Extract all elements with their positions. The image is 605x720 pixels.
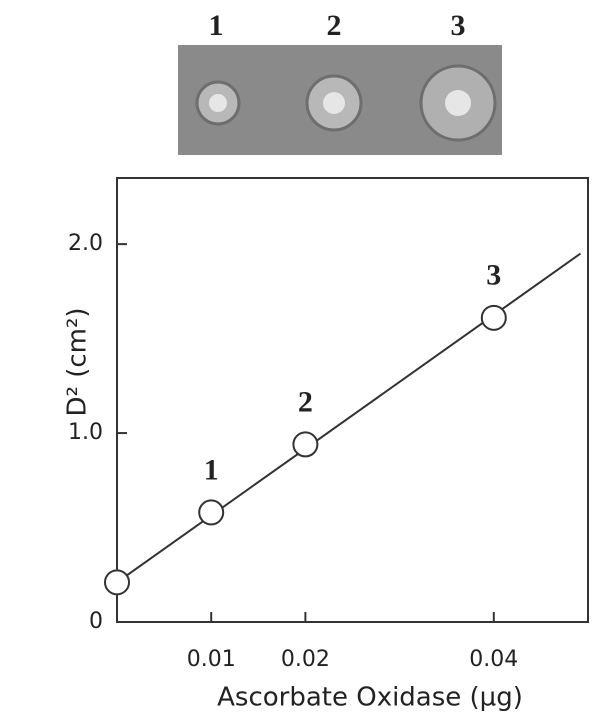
spot-center — [445, 90, 471, 116]
point — [482, 306, 506, 330]
x-tick-label: 0.01 — [187, 647, 236, 672]
point — [293, 432, 317, 456]
plot-frame — [117, 178, 588, 622]
point-label: 1 — [204, 453, 219, 486]
x-tick-label: 0.02 — [281, 647, 330, 672]
y-tick-label: 2.0 — [68, 231, 103, 256]
figure: 1 2 3 Ascorbate Oxidase (µg) D² (cm²) 0 1… — [0, 0, 605, 720]
spot-center — [209, 94, 227, 112]
point-label: 3 — [486, 259, 501, 292]
point — [199, 500, 223, 524]
y-axis-label: D² (cm²) — [63, 307, 93, 416]
x-tick-label: 0.04 — [469, 647, 518, 672]
inset-label: 1 — [209, 9, 224, 42]
y-tick-label: 0 — [89, 609, 103, 634]
point — [105, 570, 129, 594]
inset-label: 3 — [451, 9, 466, 42]
y-tick-label: 1.0 — [68, 420, 103, 445]
point-label: 2 — [298, 385, 313, 418]
fit-line — [117, 254, 580, 583]
x-axis-label: Ascorbate Oxidase (µg) — [217, 683, 523, 713]
spot-center — [323, 92, 345, 114]
inset-label: 2 — [327, 9, 342, 42]
photo-inset: 1 2 3 — [178, 9, 502, 155]
